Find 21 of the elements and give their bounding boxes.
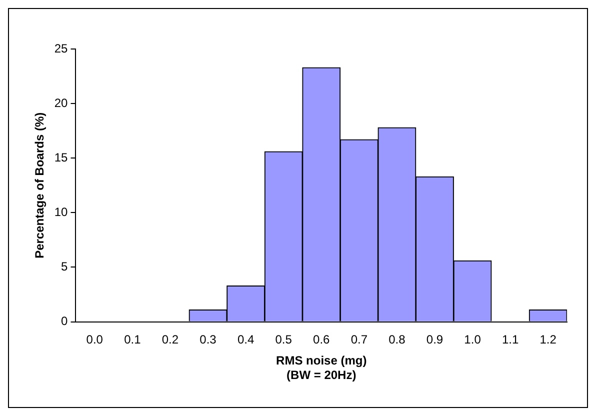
x-tick-label: 1.1 <box>502 332 519 346</box>
y-tick-label: 15 <box>54 150 68 164</box>
y-tick-label: 5 <box>61 260 68 274</box>
y-tick-label: 20 <box>54 96 68 110</box>
x-tick-label: 0.9 <box>426 332 444 346</box>
x-tick-label: 0.4 <box>237 332 254 346</box>
x-tick-label: 0.2 <box>162 332 179 346</box>
y-axis-title: Percentage of Boards (%) <box>32 112 47 258</box>
x-axis-title: RMS noise (mg) (BW = 20Hz) <box>276 354 367 382</box>
x-tick-label: 0.0 <box>86 332 104 346</box>
y-tick-label: 0 <box>61 314 68 328</box>
x-tick-label: 0.5 <box>275 332 292 346</box>
y-tick-label: 25 <box>54 41 68 56</box>
x-tick-label: 0.7 <box>350 332 368 346</box>
x-tick-label: 0.3 <box>200 332 217 346</box>
x-tick-label: 1.0 <box>464 332 482 346</box>
x-tick-label: 1.2 <box>540 332 557 346</box>
y-tick-label: 10 <box>54 204 68 219</box>
x-tick-label: 0.6 <box>313 332 330 346</box>
x-tick-label: 0.8 <box>388 332 406 346</box>
x-tick-label: 0.1 <box>124 332 142 346</box>
